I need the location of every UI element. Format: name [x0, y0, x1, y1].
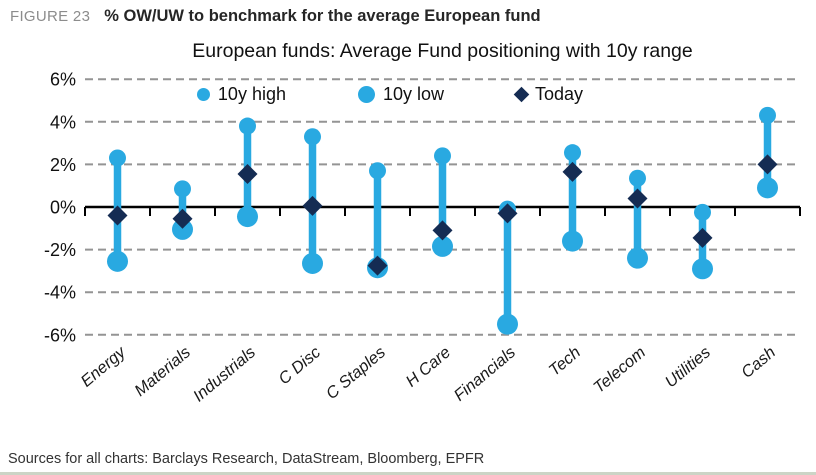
figure-title: % OW/UW to benchmark for the average Eur… [104, 7, 541, 25]
low-marker [692, 258, 713, 280]
y-tick-label: 0% [50, 198, 76, 218]
x-category-label: H Care [402, 343, 454, 390]
legend-item-10y-low: 10y low [357, 84, 445, 105]
today-marker [757, 154, 778, 175]
low-marker [172, 218, 193, 240]
legend-label: Today [535, 84, 584, 104]
high-marker [174, 180, 191, 198]
legend-label: 10y low [382, 84, 445, 104]
low-marker [757, 177, 778, 199]
low-marker [497, 313, 518, 335]
low-marker [302, 252, 323, 274]
chart-title: European funds: Average Fund positioning… [192, 40, 693, 62]
today-marker [627, 188, 648, 209]
low-marker [627, 247, 648, 269]
high-marker [629, 169, 646, 187]
today-marker [302, 195, 323, 216]
today-marker [497, 203, 518, 224]
y-tick-label: 6% [50, 70, 76, 90]
legend-item-today: Today [513, 84, 584, 105]
x-category-label: Telecom [590, 343, 649, 396]
legend-label: 10y high [217, 84, 286, 104]
x-category-label: C Disc [275, 343, 324, 388]
bottom-divider [0, 472, 816, 475]
figure-header: FIGURE 23 % OW/UW to benchmark for the a… [10, 7, 808, 26]
y-tick-label: -6% [44, 325, 76, 345]
low-marker [432, 235, 453, 257]
y-tick-label: -4% [44, 283, 76, 303]
legend-item-10y-high: 10y high [196, 84, 286, 105]
high-marker [694, 203, 711, 221]
x-category-label: Cash [738, 343, 779, 382]
x-category-label: Financials [451, 343, 519, 405]
low-marker [107, 250, 128, 272]
x-category-label: Energy [77, 342, 130, 391]
low-marker [237, 206, 258, 228]
10y-low-circle-icon [357, 86, 375, 103]
today-marker [432, 220, 453, 241]
x-category-label: C Staples [323, 343, 389, 403]
y-tick-label: 4% [50, 112, 76, 132]
high-marker [369, 162, 386, 180]
today-marker [172, 208, 193, 229]
y-tick-label: -2% [44, 240, 76, 260]
today-marker [107, 205, 128, 226]
high-marker [759, 106, 776, 124]
low-marker [562, 230, 583, 252]
high-marker [304, 128, 321, 146]
y-tick-label: 2% [50, 155, 76, 175]
x-category-label: Industrials [190, 343, 259, 405]
high-marker [109, 149, 126, 167]
high-marker [434, 147, 451, 165]
today-marker [237, 163, 258, 184]
high-marker [564, 144, 581, 162]
chart-legend: 10y high 10y low Today [0, 84, 780, 105]
high-marker [239, 117, 256, 135]
today-marker [562, 161, 583, 182]
today-marker [367, 255, 388, 276]
x-category-label: Tech [546, 343, 585, 379]
today-marker [692, 227, 713, 248]
figure-number-label: FIGURE 23 [10, 8, 91, 25]
x-category-label: Utilities [662, 343, 714, 391]
sources-note: Sources for all charts: Barclays Researc… [8, 451, 485, 467]
x-category-label: Materials [131, 343, 194, 400]
10y-high-circle-icon [196, 88, 210, 101]
